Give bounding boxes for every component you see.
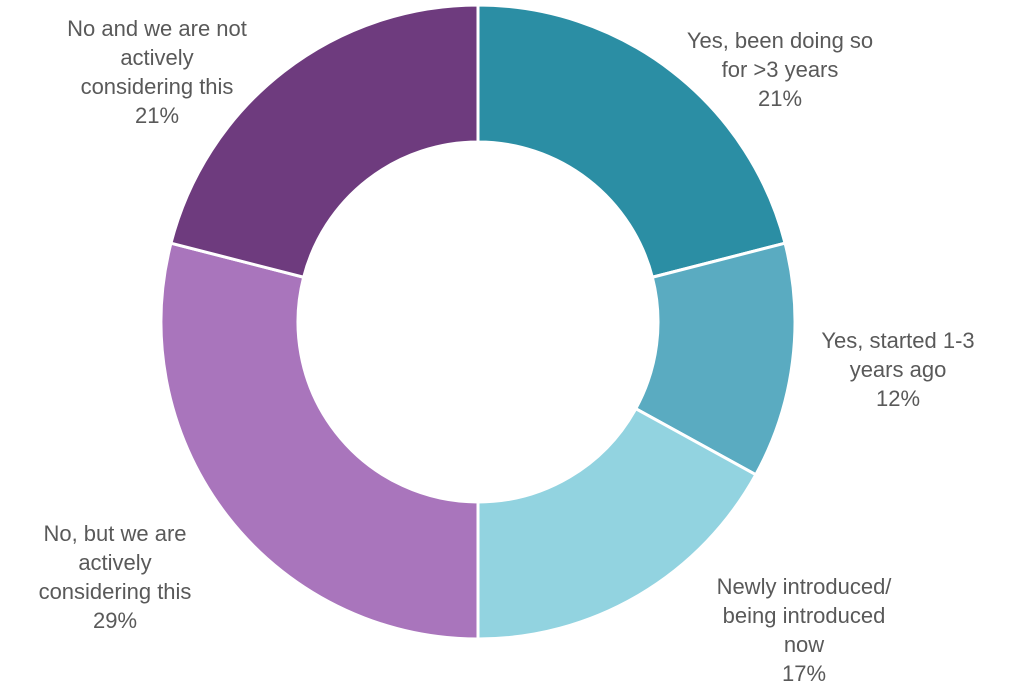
slice-category-label: Yes, started 1-3	[821, 328, 974, 353]
donut-slice-4	[159, 241, 480, 641]
donut-slice-3	[476, 406, 758, 641]
slice-category-label: years ago	[850, 357, 947, 382]
slice-category-label: actively	[120, 45, 193, 70]
slice-percent-label: 21%	[758, 86, 802, 111]
slice-category-label: being introduced	[723, 603, 886, 628]
slice-category-label: No, but we are	[43, 521, 186, 546]
slice-percent-label: 17%	[782, 661, 826, 686]
slice-percent-label: 29%	[93, 608, 137, 633]
slice-label-2: Yes, started 1-3 years ago 12%	[821, 328, 974, 411]
slice-percent-label: 21%	[135, 103, 179, 128]
slice-category-label: considering this	[39, 579, 192, 604]
slice-percent-label: 12%	[876, 386, 920, 411]
donut-slice-1	[476, 3, 787, 280]
slice-label-5: No and we are not actively considering thi…	[67, 16, 247, 128]
slice-category-label: actively	[78, 550, 151, 575]
slice-category-label: Yes, been doing so	[687, 28, 873, 53]
slice-category-label: Newly introduced/	[717, 574, 893, 599]
slice-label-1: Yes, been doing so for >3 years 21%	[687, 28, 873, 111]
slice-category-label: for >3 years	[722, 57, 839, 82]
slice-category-label: considering this	[81, 74, 234, 99]
slice-category-label: now	[784, 632, 824, 657]
donut-slice-5	[169, 3, 480, 280]
slice-label-4: No, but we are actively considering this 29…	[39, 521, 192, 633]
slice-label-3: Newly introduced/being introduced now 17%	[717, 574, 893, 686]
slice-category-label: No and we are not	[67, 16, 247, 41]
